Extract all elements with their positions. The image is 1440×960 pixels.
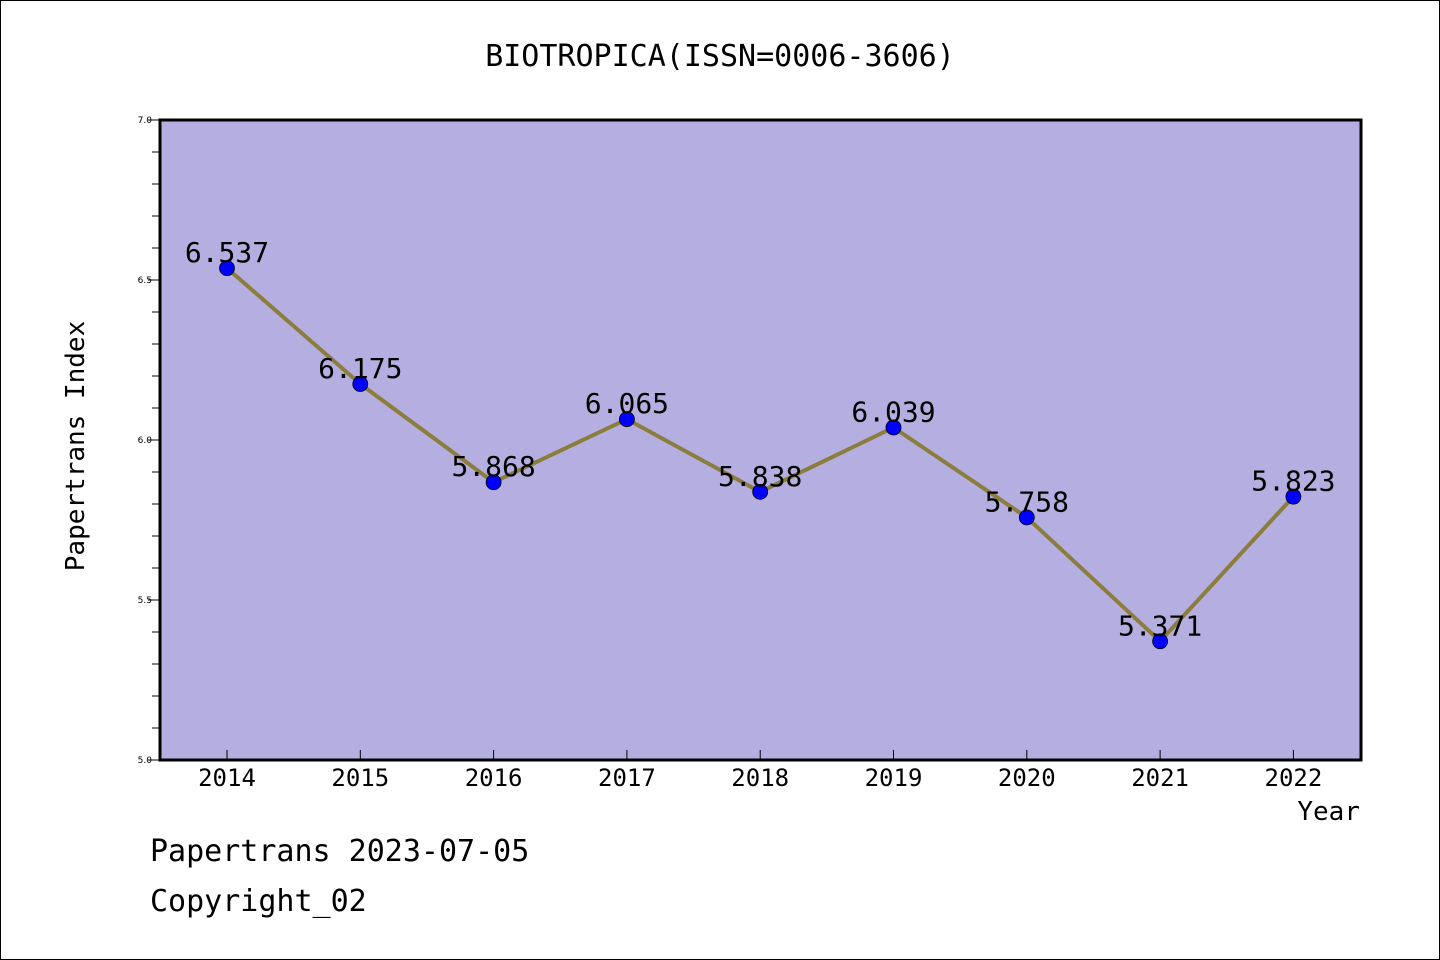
x-tick-label: 2018 (731, 764, 789, 792)
data-label: 6.039 (851, 396, 935, 429)
y-tick-label: 7.0 (138, 116, 153, 126)
data-label: 5.838 (718, 460, 802, 493)
data-label: 5.868 (451, 450, 535, 483)
footer-date: Papertrans 2023-07-05 (150, 834, 530, 869)
x-tick-label: 2015 (331, 764, 389, 792)
x-tick-label: 2016 (465, 764, 523, 792)
data-label: 6.175 (318, 352, 402, 385)
y-tick-label: 6.0 (138, 436, 153, 446)
data-label: 5.371 (1118, 609, 1202, 642)
data-point (1018, 509, 1035, 526)
x-tick-label: 2020 (998, 764, 1056, 792)
x-axis-ticks: 2014 2015 2016 2017 2018 2019 2020 2021 2022 (198, 750, 1322, 792)
data-label: 5.823 (1251, 465, 1335, 498)
data-point (352, 376, 369, 392)
data-point (219, 260, 235, 277)
x-tick-label: 2021 (1131, 764, 1189, 792)
data-point (619, 411, 635, 428)
series-markers-group (219, 260, 1302, 650)
data-label: 5.758 (985, 485, 1069, 518)
x-tick-label: 2014 (198, 764, 256, 792)
y-tick-label: 6.5 (138, 276, 152, 286)
data-point (485, 474, 502, 491)
data-label: 6.065 (585, 387, 669, 420)
data-point (1285, 488, 1302, 505)
data-labels-group: 6.537 6.175 5.868 6.065 5.838 6.039 5.758 5.371… (185, 236, 1336, 642)
x-axis-label: Year (1297, 797, 1360, 827)
x-tick-label: 2019 (865, 764, 923, 792)
plot-area (158, 118, 1363, 762)
y-axis-ticks: 5.0 5.5 6.0 6.5 7.0 (138, 116, 160, 766)
x-tick-label: 2017 (598, 764, 656, 792)
footer-copyright: Copyright_02 (150, 884, 367, 919)
data-point (885, 419, 902, 436)
x-tick-label: 2022 (1265, 764, 1323, 792)
y-tick-label: 5.0 (138, 756, 153, 766)
data-point (1152, 633, 1168, 650)
y-axis-label: Papertrans Index (61, 321, 91, 571)
data-label: 6.537 (185, 236, 269, 269)
chart-title: BIOTROPICA(ISSN=0006-3606) (485, 39, 955, 74)
y-tick-label: 5.5 (138, 596, 152, 606)
data-point (752, 483, 769, 500)
